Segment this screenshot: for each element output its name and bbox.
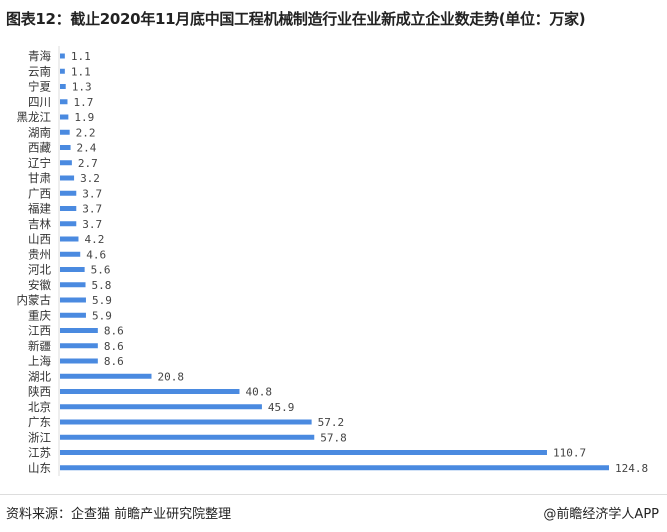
value-label: 2.7 xyxy=(78,157,98,170)
value-label: 5.6 xyxy=(91,264,111,277)
bar xyxy=(60,267,85,272)
bar xyxy=(60,282,86,288)
value-label: 110.7 xyxy=(553,447,586,460)
category-label: 江西 xyxy=(28,324,51,338)
bar xyxy=(60,450,547,455)
bar xyxy=(60,465,609,471)
category-label: 新疆 xyxy=(28,339,51,353)
category-label: 辽宁 xyxy=(28,156,51,170)
footer-divider xyxy=(0,494,667,495)
bar xyxy=(60,53,65,59)
category-label: 黑龙江 xyxy=(17,110,52,124)
bar xyxy=(60,312,86,318)
bar xyxy=(60,419,312,425)
value-label: 3.2 xyxy=(80,172,100,185)
bar xyxy=(60,373,152,379)
value-label: 20.8 xyxy=(158,370,185,383)
value-label: 1.7 xyxy=(73,96,93,109)
category-label: 浙江 xyxy=(28,430,51,444)
brand-label: @前瞻经济学人APP xyxy=(543,507,659,522)
value-label: 57.8 xyxy=(320,431,347,444)
bar xyxy=(60,84,66,89)
bar-chart: 青海 1.1 云南 1.1 宁夏 1.3 四川 1.7 黑龙江 1.9 湖南 2.2 西藏 2.4 辽宁 2.… xyxy=(17,46,648,476)
value-label: 2.4 xyxy=(77,142,97,155)
bar xyxy=(60,68,65,74)
category-label: 北京 xyxy=(28,400,51,414)
value-label: 8.6 xyxy=(104,325,124,338)
value-label: 40.8 xyxy=(245,386,272,399)
bar xyxy=(60,175,75,181)
category-label: 福建 xyxy=(28,202,51,216)
value-label: 1.9 xyxy=(74,111,94,124)
category-label: 重庆 xyxy=(28,308,51,322)
bar xyxy=(60,404,262,410)
value-label: 5.9 xyxy=(92,309,112,322)
bar xyxy=(60,190,77,196)
value-label: 3.7 xyxy=(82,203,102,216)
bar xyxy=(60,343,98,349)
value-label: 57.2 xyxy=(318,416,345,429)
bar xyxy=(60,251,81,257)
category-label: 陕西 xyxy=(28,385,51,399)
bar xyxy=(60,328,98,333)
bar xyxy=(60,129,70,135)
category-label: 山东 xyxy=(28,461,51,475)
bar xyxy=(60,99,68,105)
category-label: 安徽 xyxy=(28,278,51,292)
category-label: 山西 xyxy=(28,232,51,246)
value-label: 8.6 xyxy=(104,340,124,353)
category-label: 青海 xyxy=(28,49,51,63)
bar xyxy=(60,114,69,120)
bar xyxy=(60,145,71,150)
bar xyxy=(60,221,77,227)
category-label: 甘肃 xyxy=(28,171,51,185)
value-label: 4.6 xyxy=(86,248,106,261)
category-label: 内蒙古 xyxy=(17,293,52,307)
category-label: 湖南 xyxy=(28,125,51,139)
category-label: 广东 xyxy=(28,415,51,429)
category-label: 宁夏 xyxy=(28,80,51,94)
value-label: 4.2 xyxy=(84,233,104,246)
value-label: 3.7 xyxy=(82,218,102,231)
category-label: 吉林 xyxy=(28,217,51,231)
category-label: 云南 xyxy=(28,64,51,78)
source-note: 资料来源：企查猫 前瞻产业研究院整理 xyxy=(6,507,232,522)
value-label: 8.6 xyxy=(104,355,124,368)
value-label: 5.8 xyxy=(92,279,112,292)
category-label: 湖北 xyxy=(28,369,51,383)
value-label: 3.7 xyxy=(82,187,102,200)
value-label: 45.9 xyxy=(268,401,295,414)
bar xyxy=(60,389,240,394)
category-label: 上海 xyxy=(28,354,51,368)
value-label: 1.1 xyxy=(71,50,91,63)
category-label: 四川 xyxy=(28,95,51,109)
category-label: 广西 xyxy=(28,186,51,200)
value-label: 1.1 xyxy=(71,65,91,78)
value-label: 2.2 xyxy=(76,126,96,139)
bar xyxy=(60,297,86,303)
bar xyxy=(60,236,79,242)
value-label: 5.9 xyxy=(92,294,112,307)
chart-title: 图表12：截止2020年11月底中国工程机械制造行业在业新成立企业数走势(单位：… xyxy=(6,10,586,28)
category-label: 河北 xyxy=(28,263,51,277)
value-label: 124.8 xyxy=(615,462,648,475)
category-label: 贵州 xyxy=(28,247,51,261)
category-label: 江苏 xyxy=(28,446,51,460)
category-label: 西藏 xyxy=(28,141,51,155)
value-label: 1.3 xyxy=(72,81,92,94)
bar xyxy=(60,434,315,440)
bar xyxy=(60,160,72,166)
bar xyxy=(60,358,98,364)
bar xyxy=(60,206,77,211)
